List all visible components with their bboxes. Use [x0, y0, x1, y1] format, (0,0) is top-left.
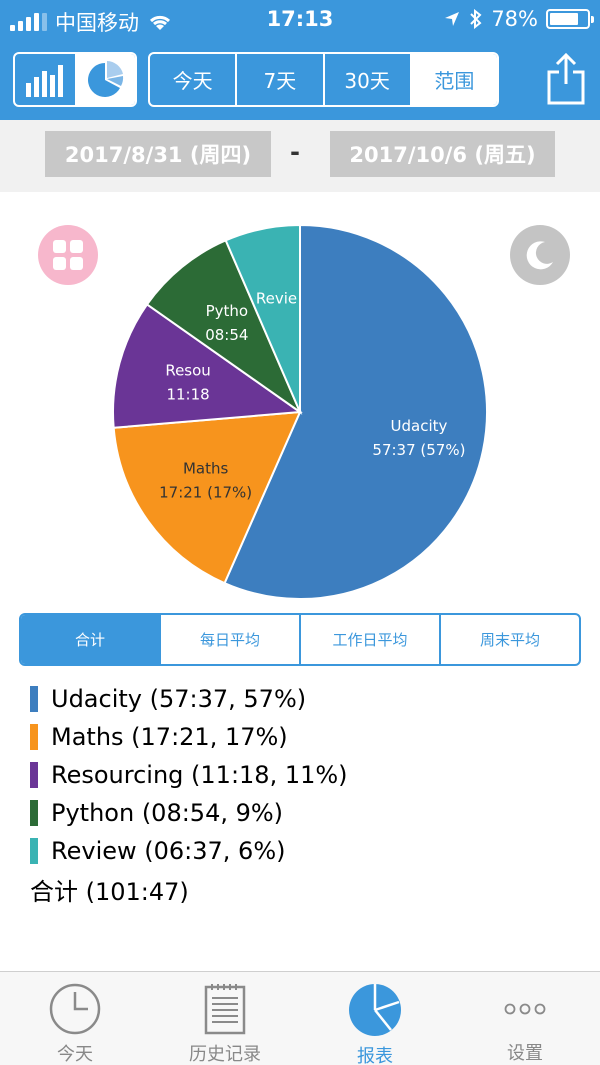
tab-label: 今天 [57, 1044, 93, 1065]
legend-swatch [30, 724, 38, 750]
legend-swatch [30, 686, 38, 712]
pie-label: Resou [165, 362, 210, 380]
tab-today[interactable]: 今天 [0, 972, 150, 1065]
status-left: 中国移动 [10, 7, 173, 37]
pie-value-label: 17:21 (17%) [159, 483, 252, 501]
legend-item: Udacity (57:37, 57%) [30, 680, 590, 718]
range-tab-custom[interactable]: 范围 [411, 54, 497, 105]
status-right: 78% [443, 7, 594, 31]
pie-view-button[interactable] [75, 54, 135, 105]
start-date-button[interactable]: 2017/8/31 (周四) [45, 131, 271, 177]
battery-icon [546, 9, 594, 29]
legend-text: Udacity (57:37, 57%) [51, 685, 307, 713]
bar-view-button[interactable] [15, 54, 75, 105]
pie-label: Udacity [391, 417, 448, 435]
legend-item: Maths (17:21, 17%) [30, 718, 590, 756]
pie-label: Revie [256, 289, 297, 307]
legend-text: Python (08:54, 9%) [51, 799, 284, 827]
legend-item: Resourcing (11:18, 11%) [30, 756, 590, 794]
bluetooth-icon [470, 9, 482, 29]
stat-tab-weekday-average[interactable]: 工作日平均 [301, 615, 441, 664]
tab-bar: 今天 历史记录 报表 [0, 971, 600, 1065]
status-bar: 中国移动 17:13 78% [0, 0, 600, 40]
grid-button[interactable] [38, 225, 98, 285]
tab-reports[interactable]: 报表 [300, 972, 450, 1065]
range-tab-today[interactable]: 今天 [150, 54, 238, 105]
pie-slice-udacity[interactable] [223, 223, 488, 600]
document-icon [204, 984, 246, 1035]
carrier-label: 中国移动 [55, 11, 139, 35]
stat-tab-total[interactable]: 合计 [21, 615, 161, 664]
grid-icon [53, 240, 83, 270]
legend-item: Python (08:54, 9%) [30, 794, 590, 832]
status-time: 17:13 [266, 7, 334, 31]
legend-item: Review (06:37, 6%) [30, 832, 590, 870]
more-icon [504, 1003, 546, 1014]
range-segmented-control: 今天 7天 30天 范围 [148, 52, 499, 107]
legend-text: Review (06:37, 6%) [51, 837, 286, 865]
pie-label: Maths [183, 459, 229, 477]
pie-chart-icon [349, 984, 401, 1036]
pie-value-label: 08:54 [205, 326, 248, 344]
pie-chart-area: Udacity 57:37 (57%) Maths 17:21 (17%) Resou 1… [0, 192, 600, 612]
date-separator: - [290, 138, 300, 166]
night-mode-button[interactable] [510, 225, 570, 285]
tab-label: 历史记录 [189, 1044, 261, 1065]
legend-text: Maths (17:21, 17%) [51, 723, 288, 751]
pie-value-label: 11:18 [166, 386, 209, 404]
range-tab-30days[interactable]: 30天 [325, 54, 412, 105]
bar-chart-icon [26, 64, 63, 97]
date-range-bar: 2017/8/31 (周四) - 2017/10/6 (周五) [0, 120, 600, 192]
stat-tab-weekend-average[interactable]: 周末平均 [479, 631, 540, 649]
wifi-icon [149, 15, 171, 30]
pie-slice-maths[interactable] [112, 410, 302, 585]
legend-swatch [30, 800, 38, 826]
pie-chart: Udacity 57:37 (57%) Maths 17:21 (17%) Resou 1… [112, 223, 488, 600]
tab-history[interactable]: 历史记录 [150, 972, 300, 1065]
tab-label: 设置 [507, 1043, 543, 1064]
pie-label: Pytho [206, 302, 249, 320]
pie-value-label: 57:37 (57%) [372, 441, 465, 459]
legend-total: 合计 (101:47) [30, 877, 189, 906]
pie-slice-revie[interactable] [224, 223, 301, 413]
legend: Udacity (57:37, 57%) Maths (17:21, 17%) … [30, 680, 590, 908]
stat-segmented-control: 合计 每日平均 工作日平均 周末平均 [19, 613, 581, 666]
battery-percent: 78% [491, 7, 538, 31]
stat-tab-daily-average[interactable]: 每日平均 [161, 615, 301, 664]
view-toggle [13, 52, 137, 107]
legend-swatch [30, 762, 38, 788]
pie-slice-pytho[interactable] [145, 239, 303, 415]
pie-chart-icon [88, 60, 124, 97]
end-date-button[interactable]: 2017/10/6 (周五) [330, 131, 555, 177]
legend-text: Resourcing (11:18, 11%) [51, 761, 348, 789]
tab-label: 报表 [357, 1046, 393, 1065]
legend-swatch [30, 838, 38, 864]
tab-settings[interactable]: 设置 [450, 972, 600, 1065]
share-icon[interactable] [546, 52, 586, 106]
range-tab-7days[interactable]: 7天 [237, 54, 325, 105]
top-bar: 中国移动 17:13 78% [0, 0, 600, 120]
pie-slice-resou[interactable] [112, 303, 303, 429]
location-icon [445, 12, 460, 26]
battery-fill [550, 13, 579, 25]
clock-icon [49, 983, 101, 1035]
signal-icon [10, 13, 47, 31]
moon-icon [526, 241, 553, 270]
